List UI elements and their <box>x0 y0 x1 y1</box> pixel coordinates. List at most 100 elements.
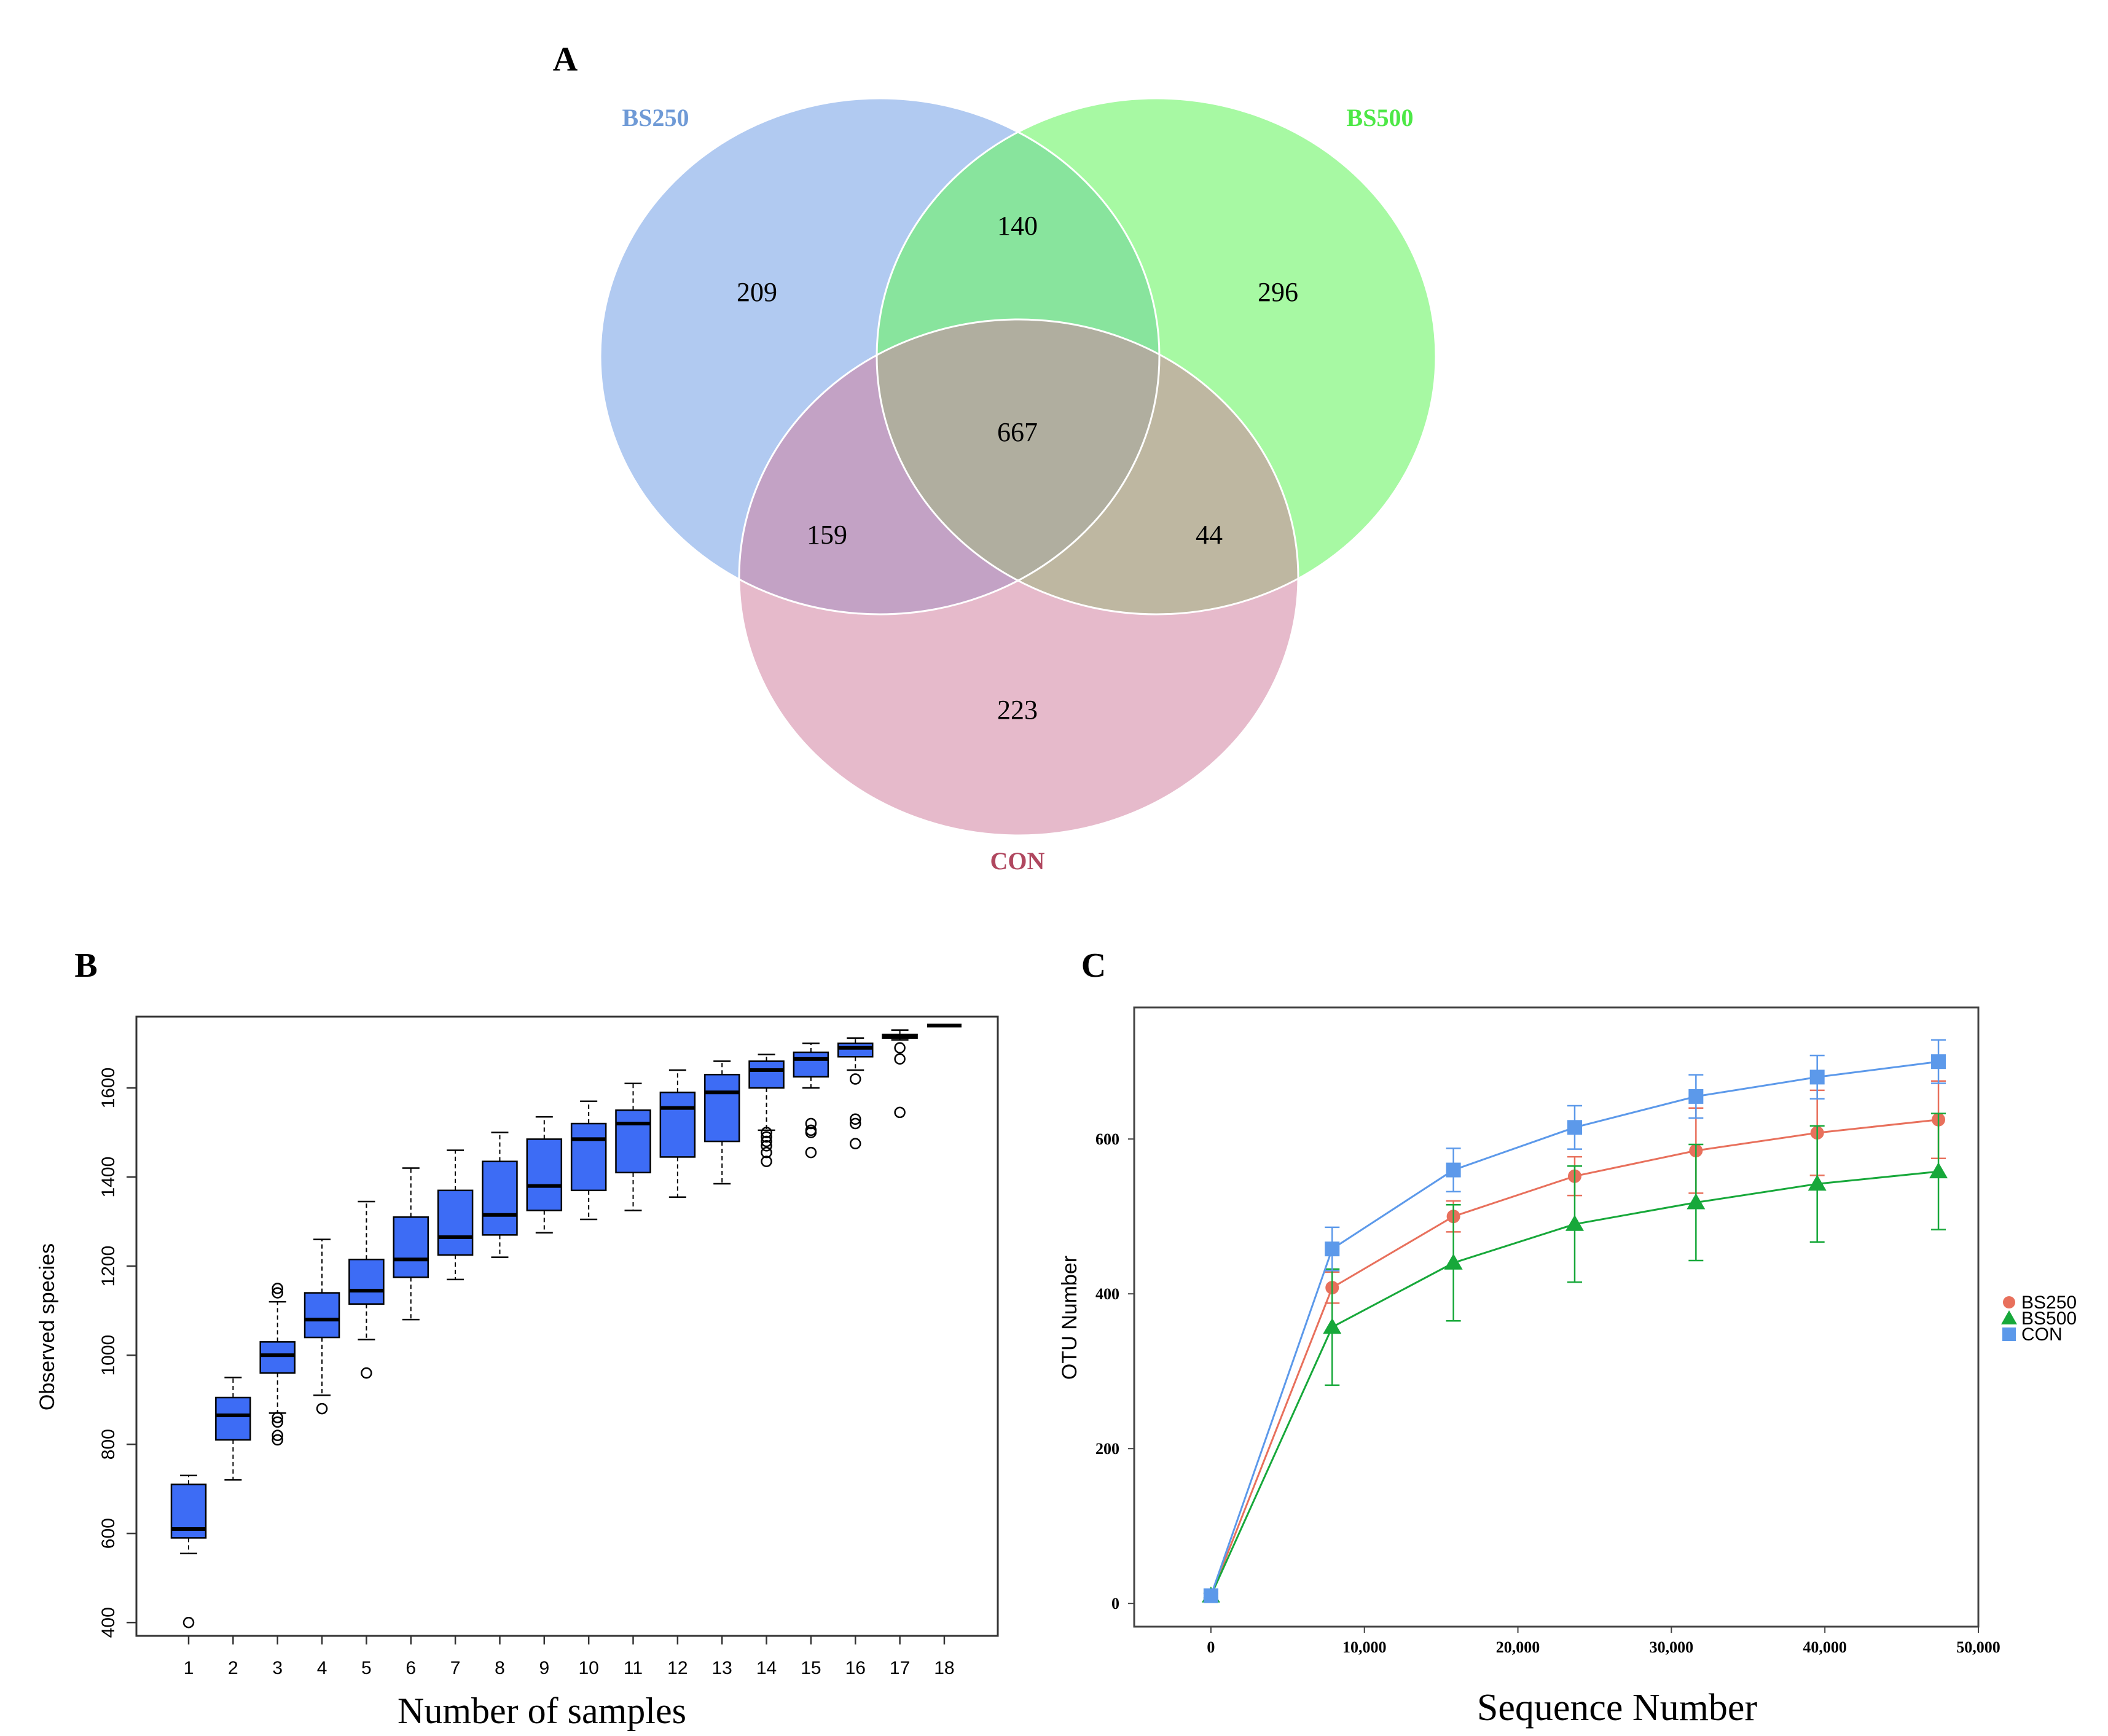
boxplot-x-tick-label: 11 <box>624 1658 643 1678</box>
boxplot-x-tick-label: 14 <box>756 1658 777 1678</box>
boxplot-iqr-box <box>348 1258 385 1305</box>
line-data-point <box>1446 1162 1461 1178</box>
boxplot-box-9 <box>526 1116 563 1234</box>
line-data-point <box>1325 1241 1340 1257</box>
boxplot-outlier-point <box>850 1138 861 1149</box>
line-chart-y-tick-label: 200 <box>1095 1440 1119 1458</box>
boxplot-outlier-point <box>316 1402 328 1415</box>
boxplot-outlier-point <box>850 1117 861 1130</box>
boxplot-outlier-point <box>272 1429 283 1441</box>
boxplot-marks <box>170 1023 962 1628</box>
boxplot-outlier-point <box>182 1616 195 1628</box>
venn-set-label-bs500: BS500 <box>1347 104 1414 131</box>
boxplot-x-tick-label: 8 <box>495 1658 505 1678</box>
boxplot-x-tick-label: 5 <box>361 1658 372 1678</box>
legend-label-bs500: BS500 <box>2021 1308 2077 1329</box>
boxplot-outlier-point <box>805 1117 817 1130</box>
boxplot-box-12 <box>659 1069 696 1198</box>
panel-label-b: B <box>74 947 97 985</box>
boxplot-iqr-box <box>393 1216 429 1278</box>
boxplot-box-16 <box>837 1037 874 1149</box>
boxplot-x-tick-label: 7 <box>450 1658 461 1678</box>
boxplot-iqr-box <box>703 1074 740 1143</box>
boxplot-x-tick-label: 17 <box>890 1658 910 1678</box>
line-data-point <box>1931 1054 1946 1069</box>
boxplot-iqr-box <box>570 1122 607 1192</box>
line-chart-y-tick-label: 400 <box>1095 1285 1119 1303</box>
boxplot-iqr-box <box>793 1051 829 1078</box>
boxplot-iqr-box <box>659 1092 696 1158</box>
line-chart-x-axis-title: Sequence Number <box>1477 1687 1758 1729</box>
boxplot-y-tick-label: 600 <box>98 1518 119 1549</box>
boxplot-x-axis-title: Number of samples <box>398 1691 686 1731</box>
line-series-bs500 <box>1201 1112 1948 1603</box>
boxplot-x-tick-label: 9 <box>539 1658 549 1678</box>
venn-outline-con <box>738 318 1299 837</box>
line-data-point <box>1687 1193 1706 1210</box>
line-series-con <box>1203 1039 1946 1603</box>
line-data-point <box>1565 1214 1584 1231</box>
boxplot-outlier-point <box>272 1412 283 1423</box>
boxplot-box-1 <box>170 1474 207 1628</box>
boxplot-outlier-point <box>850 1073 861 1085</box>
boxplot-box-5 <box>348 1200 385 1379</box>
boxplot-outlier-point <box>761 1135 772 1148</box>
line-data-point <box>1808 1175 1827 1191</box>
venn-set-label-con: CON <box>990 847 1045 875</box>
boxplot-iqr-box <box>437 1189 474 1256</box>
venn-count-bs250-bs500: 140 <box>997 211 1038 241</box>
boxplot-x-tick-label: 13 <box>712 1658 732 1678</box>
venn-count-bs500-con: 44 <box>1196 520 1223 550</box>
boxplot-outlier-point <box>761 1127 772 1138</box>
line-data-point <box>1203 1588 1218 1603</box>
boxplot-box-11 <box>615 1082 651 1211</box>
boxplot-iqr-box <box>837 1042 874 1058</box>
line-data-point <box>1323 1318 1342 1334</box>
legend-marker-bs500 <box>2001 1310 2017 1324</box>
line-chart-marks <box>1201 1039 1948 1603</box>
boxplot-box-13 <box>703 1060 740 1185</box>
boxplot-y-axis-title: Observed species <box>36 1243 59 1410</box>
boxplot-box-3 <box>259 1283 296 1446</box>
boxplot-x-tick-label: 2 <box>228 1658 238 1678</box>
venn-count-bs500-only: 296 <box>1258 277 1298 307</box>
line-data-point <box>1444 1253 1463 1270</box>
boxplot-outlier-point <box>272 1283 283 1294</box>
venn-panel: A BS250 BS500 CON 209 296 223 140 159 44… <box>553 41 1437 875</box>
boxplot-outlier-point <box>761 1146 772 1159</box>
boxplot-box-10 <box>570 1100 607 1221</box>
boxplot-outlier-point <box>361 1367 372 1379</box>
boxplot-x-tick-label: 6 <box>406 1658 416 1678</box>
boxplot-box-14 <box>748 1054 785 1167</box>
boxplot-outlier-point <box>894 1042 906 1054</box>
boxplot-box-8 <box>482 1132 518 1258</box>
boxplot-box-2 <box>215 1377 251 1481</box>
boxplot-y-tick-label: 1000 <box>98 1335 119 1376</box>
boxplot-x-tick-label: 10 <box>578 1658 598 1678</box>
venn-count-all: 667 <box>997 417 1038 447</box>
line-chart-axes: 0 10,000 20,000 30,000 40,000 50,000 0 200 400 60… <box>1095 1130 2000 1656</box>
boxplot-outlier-point <box>805 1146 817 1159</box>
venn-set-con-circle <box>739 319 1298 835</box>
boxplot-iqr-box <box>215 1396 251 1441</box>
boxplot-outlier-point <box>894 1053 906 1065</box>
boxplot-outlier-point <box>761 1140 772 1152</box>
line-data-point <box>1929 1162 1948 1179</box>
boxplot-outlier-point <box>805 1124 817 1136</box>
venn-count-bs250-only: 209 <box>737 277 777 307</box>
boxplot-x-tick-label: 15 <box>801 1658 821 1678</box>
boxplot-iqr-box <box>304 1292 340 1339</box>
venn-outline-bs250 <box>599 97 1161 616</box>
boxplot-iqr-box <box>526 1138 563 1211</box>
venn-outline-bs500 <box>876 97 1437 616</box>
boxplot-y-tick-label: 1200 <box>98 1246 119 1287</box>
line-chart-x-tick-label: 30,000 <box>1650 1638 1694 1656</box>
boxplot-frame <box>135 1015 999 1637</box>
boxplot-iqr-box <box>259 1341 296 1374</box>
boxplot-iqr-box <box>615 1109 651 1174</box>
venn-count-bs250-con: 159 <box>807 520 847 550</box>
line-chart-x-tick-label: 50,000 <box>1956 1638 2000 1656</box>
boxplot-outlier-point <box>894 1106 906 1119</box>
